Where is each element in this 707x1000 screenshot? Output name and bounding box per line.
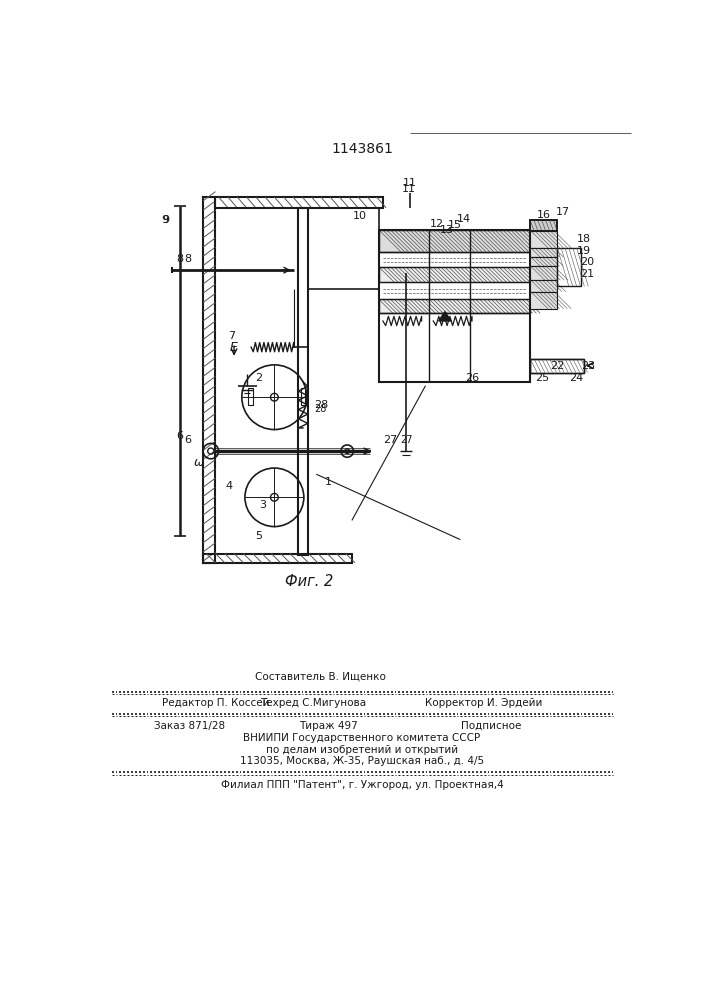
Text: 15: 15 [448,220,462,230]
Text: 17: 17 [556,207,570,217]
Text: 10: 10 [353,211,367,221]
Bar [530,292,557,309]
Text: Корректор И. Эрдейи: Корректор И. Эрдейи [425,698,542,708]
Text: 8: 8 [184,254,191,264]
Text: 5: 5 [255,531,262,541]
Bar [379,267,530,282]
Text: 12: 12 [430,219,444,229]
Bar [530,248,557,257]
Text: 9: 9 [163,215,170,225]
Text: 27: 27 [383,435,398,445]
Bar [298,208,308,555]
Text: 28: 28 [315,404,327,414]
Bar [300,388,305,405]
Bar [530,292,557,309]
Text: ω: ω [194,456,204,469]
Bar [248,388,252,405]
Bar [557,248,580,286]
Text: 28: 28 [314,400,328,410]
Text: 11: 11 [402,184,416,194]
Bar [216,197,383,208]
Text: 9: 9 [160,215,168,225]
Bar [530,280,557,292]
Text: 19: 19 [578,246,592,256]
Text: 14: 14 [457,214,472,224]
Text: 23: 23 [581,361,595,371]
Bar [530,266,557,280]
Text: 1: 1 [325,477,332,487]
Text: 26: 26 [465,373,479,383]
Text: 113035, Москва, Ж-35, Раушская наб., д. 4/5: 113035, Москва, Ж-35, Раушская наб., д. … [240,756,484,766]
Bar [530,266,557,280]
Text: 1143861: 1143861 [331,142,393,156]
Text: 20: 20 [580,257,594,267]
Text: 4: 4 [226,481,233,491]
Bar [379,267,530,282]
Text: 6: 6 [176,431,183,441]
Text: 22: 22 [550,361,564,371]
Text: 8: 8 [176,254,183,264]
Bar [379,299,530,313]
Text: 25: 25 [534,373,549,383]
Text: 6: 6 [184,435,191,445]
Text: Подписное: Подписное [461,721,522,731]
Bar [530,248,557,257]
Text: 13: 13 [440,225,454,235]
Text: 18: 18 [578,234,592,244]
Text: 2: 2 [255,373,262,383]
Text: ВНИИПИ Государственного комитета СССР: ВНИИПИ Государственного комитета СССР [243,733,481,743]
Bar [530,231,557,248]
Text: Редактор П. Коссей: Редактор П. Коссей [162,698,269,708]
Text: 7: 7 [228,331,235,341]
Text: 16: 16 [537,210,551,220]
Text: Фиг. 2: Фиг. 2 [285,574,334,589]
Bar [203,197,216,563]
Bar [379,230,530,252]
Bar [530,280,557,292]
Bar [530,257,557,266]
Bar [379,230,530,382]
Text: Тираж 497: Тираж 497 [299,721,358,731]
Polygon shape [438,312,451,321]
Bar [379,230,530,252]
Bar [379,299,530,313]
Bar [530,220,557,231]
Text: 24: 24 [570,373,584,383]
Text: 11: 11 [403,178,417,188]
Text: Заказ 871/28: Заказ 871/28 [154,721,226,731]
Bar [530,359,585,373]
Text: 3: 3 [259,500,267,510]
Bar [203,554,352,563]
Bar [530,257,557,266]
Bar [530,231,557,248]
Text: 21: 21 [580,269,594,279]
Text: 27: 27 [400,435,412,445]
Text: Филиал ППП "Патент", г. Ужгород, ул. Проектная,4: Филиал ППП "Патент", г. Ужгород, ул. Про… [221,780,503,790]
Text: Составитель В. Ищенко: Составитель В. Ищенко [255,672,386,682]
Text: по делам изобретений и открытий: по делам изобретений и открытий [266,745,458,755]
Bar [530,359,585,373]
Text: Техред С.Мигунова: Техред С.Мигунова [260,698,366,708]
Text: E: E [230,341,238,354]
Bar [530,220,557,231]
